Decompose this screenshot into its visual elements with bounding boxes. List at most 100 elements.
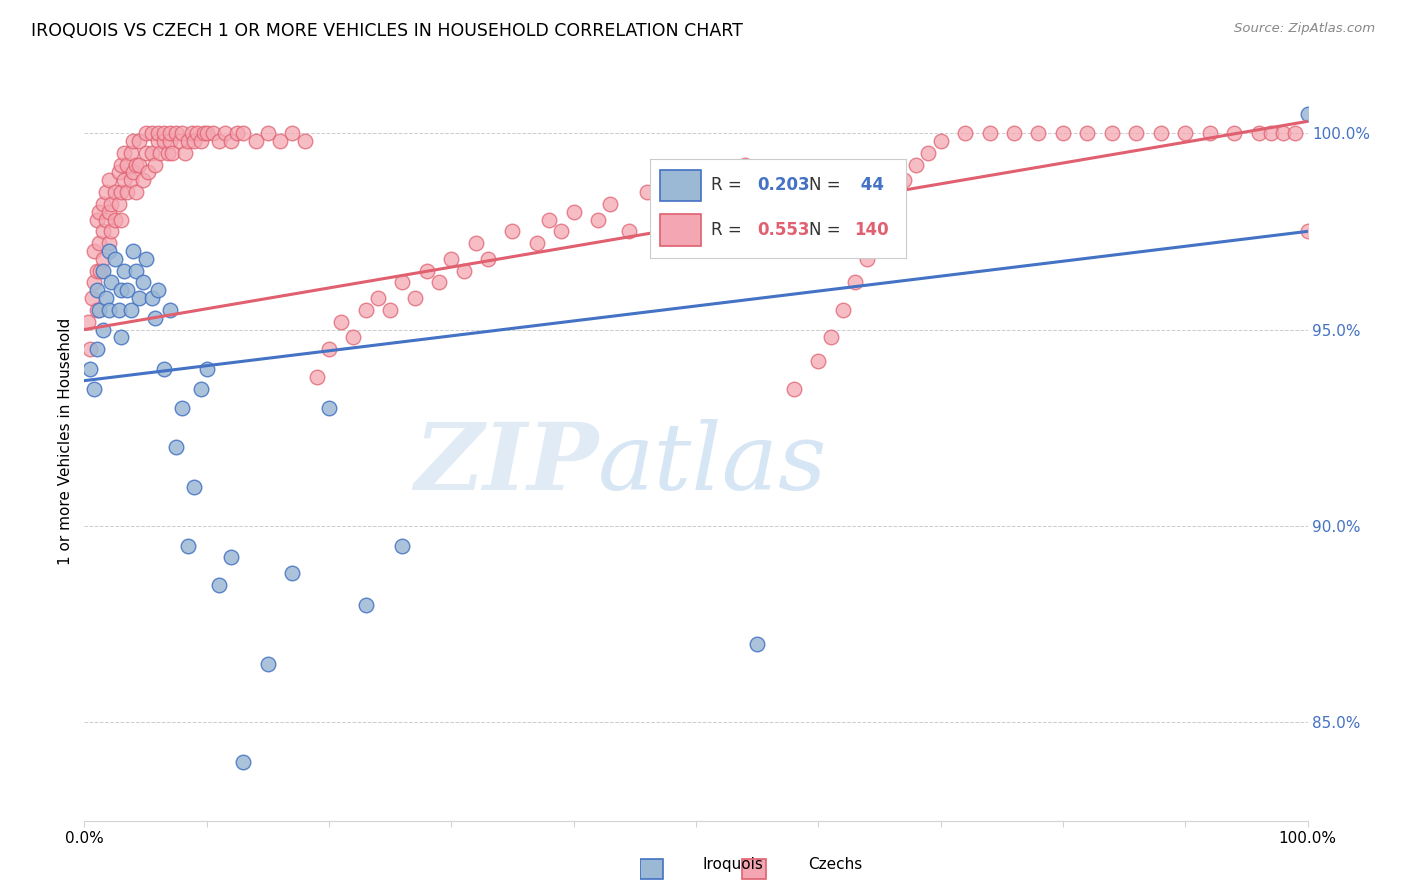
Point	[87, 302, 110, 317]
Point	[153, 126, 176, 140]
Point	[177, 134, 200, 148]
Point	[135, 252, 157, 266]
Point	[87, 236, 110, 251]
Point	[97, 236, 120, 251]
Point	[226, 126, 249, 140]
Point	[208, 578, 231, 592]
Point	[391, 276, 413, 290]
Point	[143, 158, 166, 172]
Point	[1150, 126, 1173, 140]
Point	[477, 252, 499, 266]
Point	[115, 185, 138, 199]
Point	[115, 158, 138, 172]
Point	[929, 134, 952, 148]
Point	[502, 224, 524, 238]
Point	[201, 126, 224, 140]
Point	[697, 165, 720, 179]
Point	[404, 291, 426, 305]
Point	[1247, 126, 1270, 140]
Point	[281, 126, 304, 140]
Point	[709, 173, 731, 187]
Point	[1125, 126, 1147, 140]
Text: 0.203: 0.203	[758, 177, 810, 194]
Point	[110, 185, 132, 199]
Point	[91, 197, 114, 211]
Point	[181, 126, 204, 140]
Point	[172, 126, 194, 140]
Point	[391, 539, 413, 553]
Bar	[640, 859, 664, 879]
Point	[83, 382, 105, 396]
Point	[1260, 126, 1282, 140]
Point	[135, 145, 157, 160]
Text: R =: R =	[711, 221, 747, 239]
Text: N =: N =	[808, 221, 845, 239]
Point	[294, 134, 316, 148]
Point	[685, 185, 707, 199]
Point	[165, 441, 187, 455]
Point	[122, 134, 145, 148]
Point	[173, 145, 195, 160]
Point	[770, 173, 793, 187]
Point	[156, 145, 179, 160]
FancyBboxPatch shape	[659, 169, 702, 202]
Point	[214, 126, 236, 140]
Point	[917, 145, 939, 160]
Point	[107, 165, 129, 179]
Point	[96, 185, 118, 199]
Point	[186, 126, 208, 140]
Point	[83, 276, 105, 290]
Point	[172, 401, 194, 416]
Point	[146, 283, 169, 297]
Point	[89, 263, 111, 277]
Point	[617, 224, 640, 238]
Point	[141, 291, 163, 305]
Point	[526, 236, 548, 251]
Point	[97, 173, 120, 187]
Point	[91, 322, 114, 336]
Point	[305, 369, 328, 384]
Point	[440, 252, 463, 266]
Point	[269, 134, 291, 148]
Point	[905, 158, 928, 172]
Point	[146, 126, 169, 140]
Point	[979, 126, 1001, 140]
Point	[169, 134, 191, 148]
Point	[110, 330, 132, 344]
Point	[159, 302, 181, 317]
Point	[232, 755, 254, 769]
Point	[104, 185, 127, 199]
Point	[636, 185, 658, 199]
Point	[132, 276, 155, 290]
Point	[1052, 126, 1074, 140]
Point	[159, 126, 181, 140]
Point	[1296, 106, 1319, 120]
Point	[758, 165, 780, 179]
Point	[146, 134, 169, 148]
Point	[128, 291, 150, 305]
Point	[104, 252, 127, 266]
Point	[86, 343, 108, 357]
Point	[193, 126, 215, 140]
Point	[77, 315, 100, 329]
Point	[1101, 126, 1123, 140]
Point	[110, 158, 132, 172]
Text: N =: N =	[808, 177, 845, 194]
Point	[107, 197, 129, 211]
Point	[120, 302, 142, 317]
Point	[1002, 126, 1025, 140]
Point	[1198, 126, 1220, 140]
Text: Czechs: Czechs	[808, 857, 863, 872]
Point	[132, 173, 155, 187]
Point	[893, 173, 915, 187]
Point	[734, 158, 756, 172]
Point	[183, 134, 205, 148]
Point	[844, 276, 866, 290]
Point	[747, 637, 769, 651]
Text: IROQUOIS VS CZECH 1 OR MORE VEHICLES IN HOUSEHOLD CORRELATION CHART: IROQUOIS VS CZECH 1 OR MORE VEHICLES IN …	[31, 22, 742, 40]
Point	[87, 204, 110, 219]
Point	[100, 197, 122, 211]
Point	[96, 212, 118, 227]
Point	[416, 263, 439, 277]
Point	[112, 173, 135, 187]
